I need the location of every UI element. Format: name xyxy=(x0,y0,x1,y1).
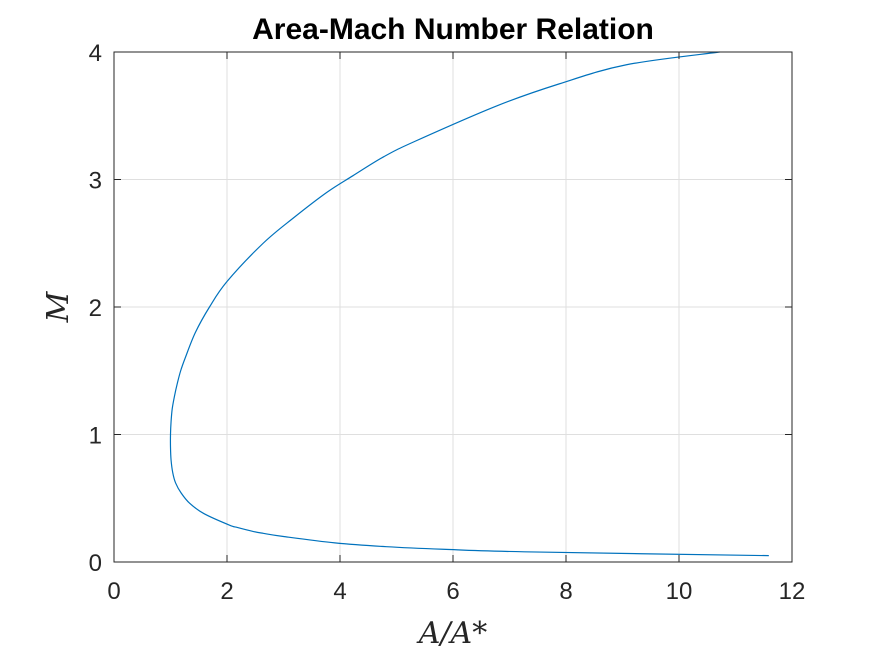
y-tick-label: 4 xyxy=(89,40,102,67)
x-tick-label: 6 xyxy=(446,578,459,605)
y-tick-label: 3 xyxy=(89,168,102,195)
grid xyxy=(114,52,792,562)
series-line-0 xyxy=(169,51,769,557)
x-tick-label: 2 xyxy=(220,578,233,605)
x-tick-label: 4 xyxy=(333,578,346,605)
chart-title: Area-Mach Number Relation xyxy=(252,13,654,46)
y-tick-label: 0 xyxy=(89,550,102,577)
y-tick-label: 1 xyxy=(89,423,102,450)
x-axis-label: A/A* xyxy=(416,616,487,651)
x-tick-label: 10 xyxy=(666,578,693,605)
x-tick-label: 8 xyxy=(559,578,572,605)
x-tick-label: 12 xyxy=(779,578,806,605)
y-axis-label: M xyxy=(41,290,76,323)
y-tick-label: 2 xyxy=(89,295,102,322)
x-tick-label: 0 xyxy=(107,578,120,605)
series-layer xyxy=(169,51,769,557)
